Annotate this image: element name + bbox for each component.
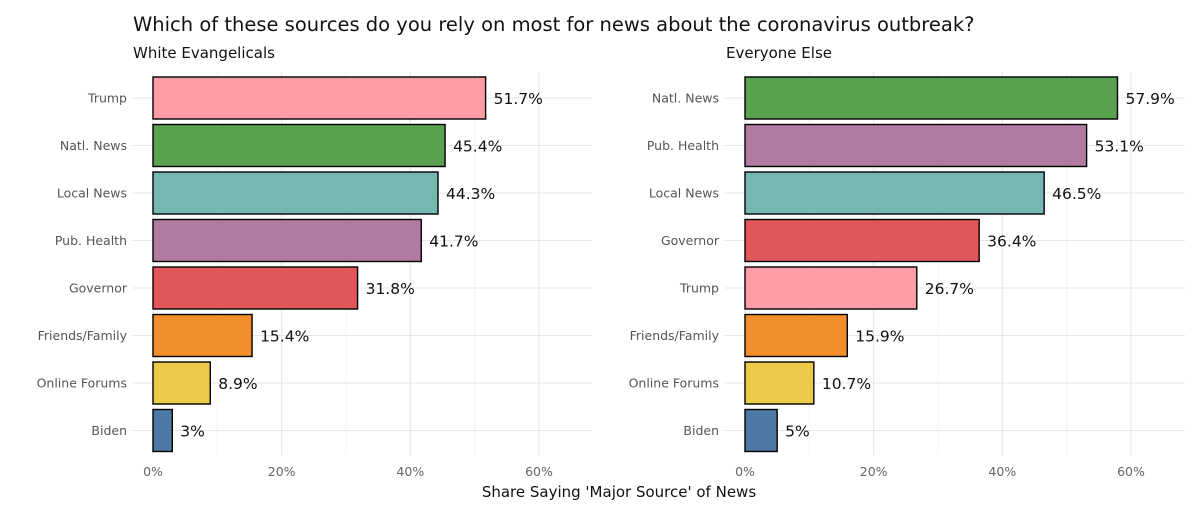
- bar-biden: [744, 408, 778, 453]
- bar-governor: [152, 266, 359, 310]
- category-label: Governor: [69, 281, 128, 296]
- category-label: Friends/Family: [38, 328, 128, 343]
- category-label: Local News: [57, 186, 127, 201]
- category-label: Trump: [87, 91, 127, 106]
- data-label: 5%: [785, 423, 810, 441]
- x-tick-label: 20%: [860, 464, 888, 479]
- data-label: 57.9%: [1125, 90, 1174, 108]
- data-label: 10.7%: [822, 375, 871, 393]
- bar-pub-health: [152, 218, 422, 263]
- data-label: 44.3%: [446, 185, 495, 203]
- category-label: Natl. News: [652, 91, 719, 106]
- data-label: 15.4%: [260, 328, 309, 346]
- data-label: 51.7%: [494, 90, 543, 108]
- category-label: Biden: [683, 423, 719, 438]
- panel-title-right: Everyone Else: [726, 44, 832, 62]
- bar-pub-health: [744, 123, 1088, 168]
- data-label: 26.7%: [925, 280, 974, 298]
- x-tick-label: 40%: [396, 464, 424, 479]
- bar-friends-family: [152, 313, 253, 358]
- category-label: Trump: [679, 281, 719, 296]
- panel-title-left: White Evangelicals: [133, 44, 275, 62]
- data-label: 31.8%: [366, 280, 415, 298]
- category-label: Natl. News: [60, 138, 127, 153]
- data-label: 46.5%: [1052, 185, 1101, 203]
- bar-natl-news: [744, 76, 1119, 120]
- bar-online-forums: [152, 361, 211, 405]
- data-label: 41.7%: [429, 233, 478, 251]
- data-label: 3%: [180, 423, 205, 441]
- bar-online-forums: [744, 361, 815, 405]
- x-tick-label: 0%: [143, 464, 163, 479]
- x-tick-label: 0%: [735, 464, 755, 479]
- bar-trump: [744, 266, 918, 310]
- panel-left: Trump 51.7% Natl. News 45.4% Local News 44.3%…: [37, 72, 592, 479]
- data-label: 8.9%: [218, 375, 257, 393]
- chart-title: Which of these sources do you rely on mo…: [133, 13, 975, 36]
- bar-local-news: [152, 171, 439, 215]
- data-label: 36.4%: [987, 233, 1036, 251]
- data-label: 15.9%: [855, 328, 904, 346]
- x-tick-label: 60%: [1117, 464, 1145, 479]
- bar-biden: [152, 408, 173, 453]
- category-label: Pub. Health: [647, 138, 719, 153]
- data-label: 53.1%: [1095, 138, 1144, 156]
- category-label: Online Forums: [37, 376, 127, 391]
- bar-natl-news: [152, 123, 446, 168]
- category-label: Online Forums: [629, 376, 719, 391]
- category-label: Local News: [649, 186, 719, 201]
- bar-governor: [744, 218, 980, 263]
- bar-local-news: [744, 171, 1045, 215]
- x-tick-label: 20%: [268, 464, 296, 479]
- x-tick-label: 40%: [988, 464, 1016, 479]
- bar-friends-family: [744, 313, 848, 358]
- category-label: Friends/Family: [630, 328, 720, 343]
- bar-trump: [152, 76, 487, 120]
- x-axis-label: Share Saying 'Major Source' of News: [482, 483, 756, 501]
- data-label: 45.4%: [453, 138, 502, 156]
- category-label: Governor: [661, 233, 720, 248]
- category-label: Pub. Health: [55, 233, 127, 248]
- category-label: Biden: [91, 423, 127, 438]
- panel-right: Natl. News 57.9% Pub. Health 53.1% Local New…: [629, 72, 1185, 479]
- x-tick-label: 60%: [525, 464, 553, 479]
